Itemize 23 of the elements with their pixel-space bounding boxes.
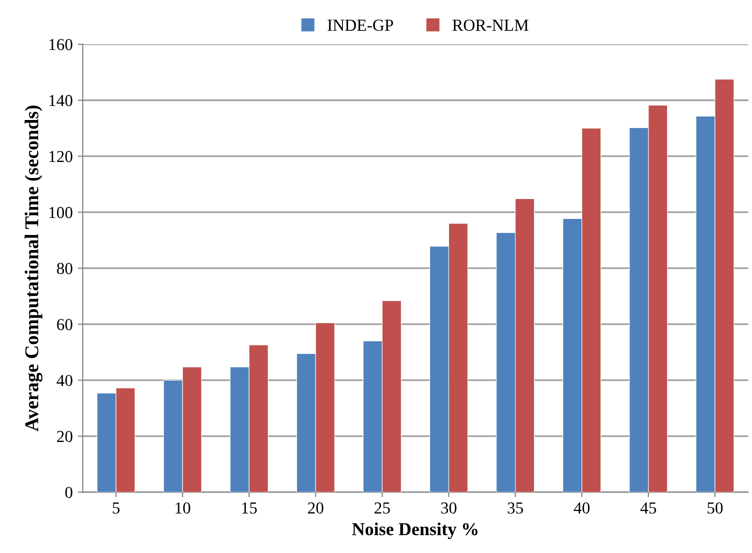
y-tick-label: 80 [56,262,72,274]
y-axis-title: Average Computational Time (seconds) [24,106,42,432]
y-tick-label: 160 [49,38,72,50]
legend-label: ROR-NLM [452,20,528,31]
x-tick-label: 25 [374,502,390,514]
legend-label: INDE-GP [328,20,394,31]
x-tick-label: 40 [574,502,590,514]
x-tick-label: 35 [508,502,523,514]
y-tick-label: 0 [65,486,72,498]
x-tick-label: 15 [242,502,257,514]
y-tick-label: 120 [49,150,72,162]
x-tick-label: 30 [441,502,456,514]
x-tick-label: 5 [112,502,120,514]
y-tick-label: 140 [49,94,72,106]
x-axis-title: Noise Density % [352,522,478,539]
y-tick-label: 20 [57,430,72,442]
y-tick-label: 40 [56,374,72,386]
x-tick-label: 10 [176,502,190,514]
x-tick-label: 50 [708,502,723,514]
x-tick-label: 45 [640,502,656,514]
y-tick-label: 100 [49,206,72,218]
y-tick-label: 60 [57,318,72,330]
x-tick-label: 20 [308,502,324,514]
